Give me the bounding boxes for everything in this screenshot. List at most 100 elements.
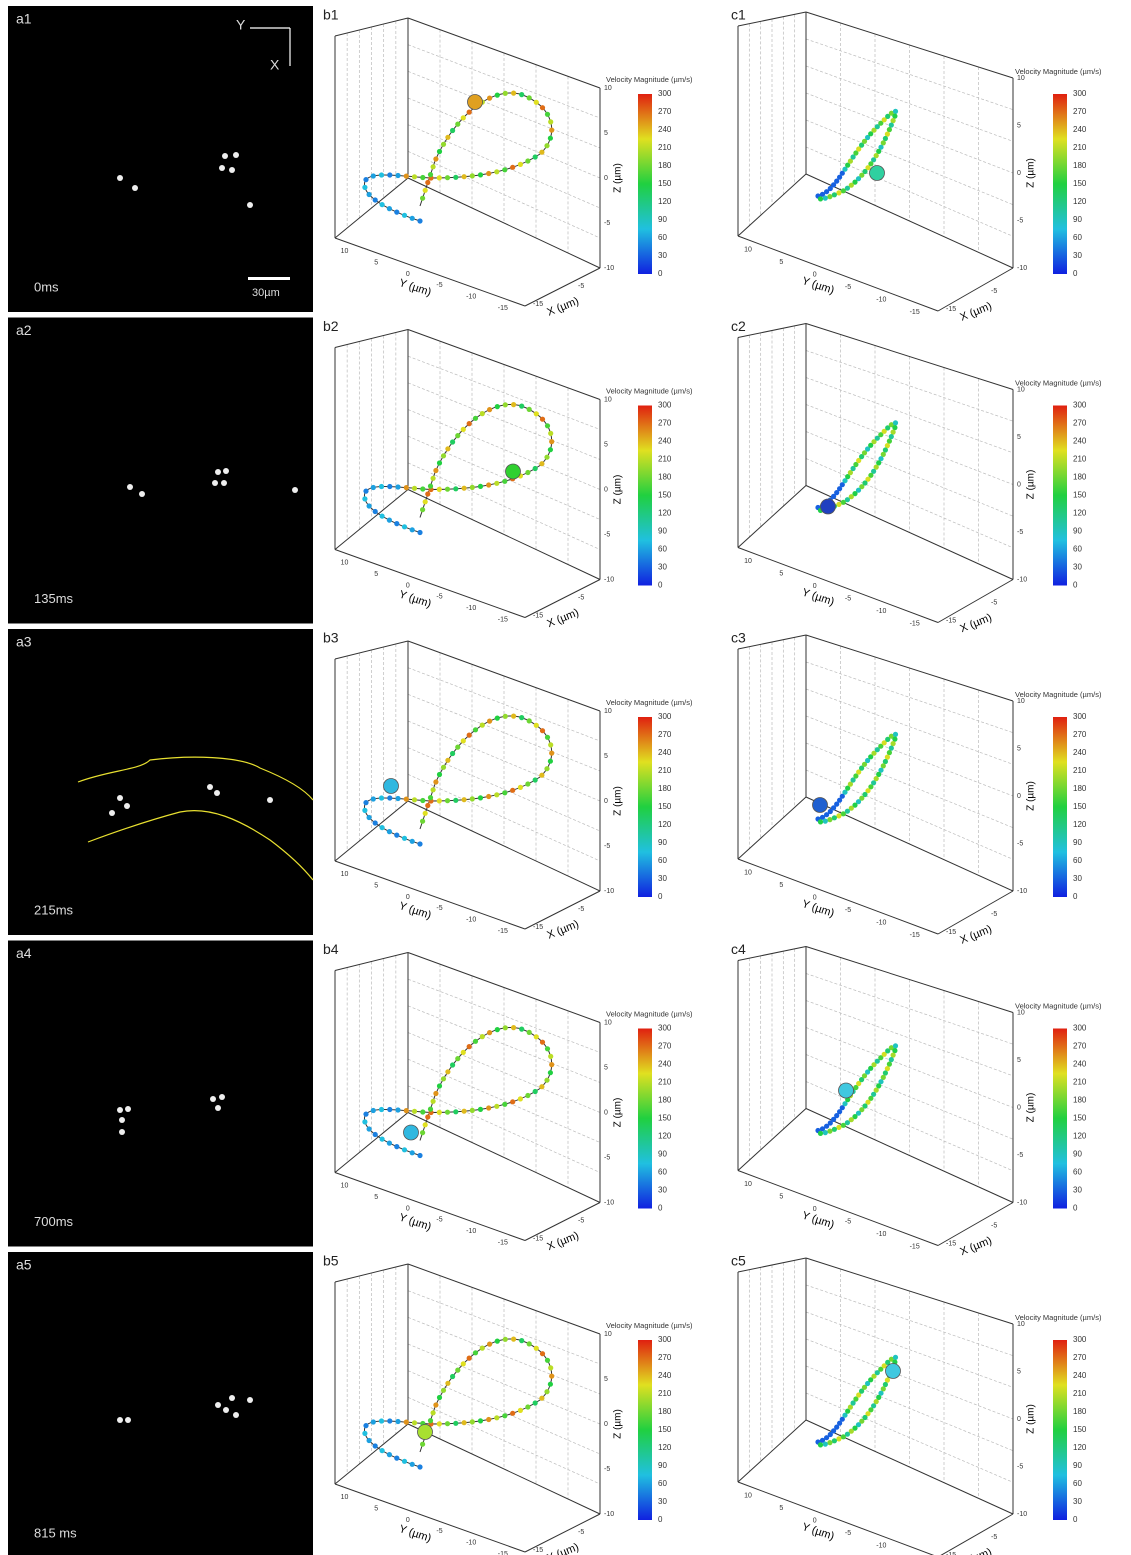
velocity-vector xyxy=(831,815,837,821)
y-tick-label: -10 xyxy=(466,917,476,924)
velocity-vector xyxy=(477,172,484,178)
velocity-vector xyxy=(847,781,853,787)
y-tick-label: -15 xyxy=(498,616,508,623)
velocity-vector xyxy=(871,157,877,163)
velocity-vector xyxy=(436,798,442,804)
z-tick-label: 0 xyxy=(1017,170,1021,177)
velocity-vector xyxy=(494,1103,500,1109)
velocity-vector xyxy=(850,777,856,783)
y-tick-label: -10 xyxy=(466,1228,476,1235)
y-axis-label: Y (µm) xyxy=(800,1210,835,1232)
axis-line xyxy=(407,694,601,772)
colorbar-tick-label: 270 xyxy=(1073,1042,1087,1051)
velocity-vector xyxy=(363,800,369,806)
colorbar-tick-label: 60 xyxy=(658,545,667,554)
velocity-vector xyxy=(539,461,545,467)
z-axis-label: Z (µm) xyxy=(1026,1404,1037,1434)
velocity-vector xyxy=(544,143,550,149)
velocity-vector xyxy=(486,482,492,488)
velocity-vector xyxy=(831,1428,837,1434)
velocity-vector xyxy=(409,527,415,533)
velocity-vector xyxy=(876,771,882,777)
colorbar xyxy=(638,1028,652,1209)
axis-line xyxy=(805,1392,1014,1483)
velocity-vector xyxy=(822,1130,828,1136)
axis-line xyxy=(524,267,601,307)
x-axis-label: X (µm) xyxy=(958,1235,993,1259)
velocity-vector xyxy=(834,1113,840,1119)
axis-line xyxy=(805,661,1014,733)
velocity-vector xyxy=(436,1421,442,1427)
velocity-vector xyxy=(440,453,447,459)
velocity-vector xyxy=(370,173,376,179)
velocity-vector xyxy=(363,488,369,494)
velocity-vector xyxy=(827,1431,833,1438)
velocity-vector xyxy=(372,1131,378,1138)
velocity-vector xyxy=(425,1114,431,1120)
velocity-vector xyxy=(494,480,500,486)
axis-line xyxy=(334,17,409,37)
axis-line xyxy=(805,404,1014,485)
velocity-vector xyxy=(871,439,877,445)
bright-spot xyxy=(125,1106,131,1112)
colorbar-title: Velocity Magnitude (µm/s) xyxy=(606,386,693,395)
velocity-vector xyxy=(387,1418,393,1424)
velocity-vector xyxy=(888,1045,894,1051)
axis-line xyxy=(805,1108,1014,1203)
velocity-vector xyxy=(362,496,368,502)
colorbar-tick-label: 90 xyxy=(1073,1461,1082,1470)
colorbar-tick-label: 60 xyxy=(658,233,667,242)
velocity-vector xyxy=(839,793,845,799)
panel-label: c4 xyxy=(731,941,746,957)
axis-line xyxy=(407,355,601,430)
axis-line xyxy=(334,237,526,307)
velocity-vector xyxy=(873,1087,879,1093)
velocity-vector xyxy=(532,777,538,783)
velocity-vector xyxy=(882,1070,888,1076)
colorbar-tick-label: 150 xyxy=(1073,179,1087,188)
velocity-vector xyxy=(461,1108,467,1114)
y-tick-label: 5 xyxy=(779,259,783,266)
velocity-vector xyxy=(819,1126,826,1132)
velocity-vector xyxy=(847,1404,853,1410)
colorbar-tick-label: 300 xyxy=(1073,89,1087,98)
axis-line xyxy=(334,1172,526,1241)
velocity-vector xyxy=(824,812,830,818)
axis-line xyxy=(737,796,807,860)
velocity-vector xyxy=(472,1038,479,1044)
z-axis-label: Z (µm) xyxy=(1026,1093,1037,1123)
velocity-vector xyxy=(422,810,428,816)
colorbar-tick-label: 90 xyxy=(1073,1150,1082,1159)
velocity-vector xyxy=(455,433,461,439)
colorbar-tick-label: 120 xyxy=(1073,1443,1087,1452)
axis-line xyxy=(334,640,409,660)
velocity-vector xyxy=(868,1065,874,1071)
bright-spot xyxy=(127,484,133,490)
velocity-vector xyxy=(824,189,830,195)
colorbar-tick-label: 240 xyxy=(1073,437,1087,446)
velocity-vector xyxy=(378,483,385,490)
velocity-vector xyxy=(885,425,891,431)
velocity-vector xyxy=(831,493,837,499)
colorbar-tick-label: 300 xyxy=(658,1024,672,1033)
panel-label: a1 xyxy=(16,11,32,27)
y-tick-label: 0 xyxy=(813,583,817,590)
colorbar-tick-label: 30 xyxy=(1073,874,1082,883)
colorbar-tick-label: 150 xyxy=(1073,1114,1087,1123)
colorbar-tick-label: 150 xyxy=(658,1114,672,1123)
y-tick-label: 10 xyxy=(341,1494,349,1501)
velocity-vector xyxy=(548,1365,554,1371)
velocity-vector xyxy=(855,487,862,493)
velocity-vector xyxy=(519,403,525,409)
z-tick-label: -5 xyxy=(1017,217,1023,224)
particle-marker xyxy=(505,463,521,480)
y-tick-label: -10 xyxy=(466,605,476,612)
velocity-vector xyxy=(445,134,451,140)
velocity-vector xyxy=(425,179,431,186)
axis-line xyxy=(407,382,601,460)
colorbar-tick-label: 120 xyxy=(1073,197,1087,206)
y-axis-label: Y (µm) xyxy=(800,587,835,609)
velocity-vector xyxy=(422,187,428,193)
velocity-vector xyxy=(469,1419,475,1425)
